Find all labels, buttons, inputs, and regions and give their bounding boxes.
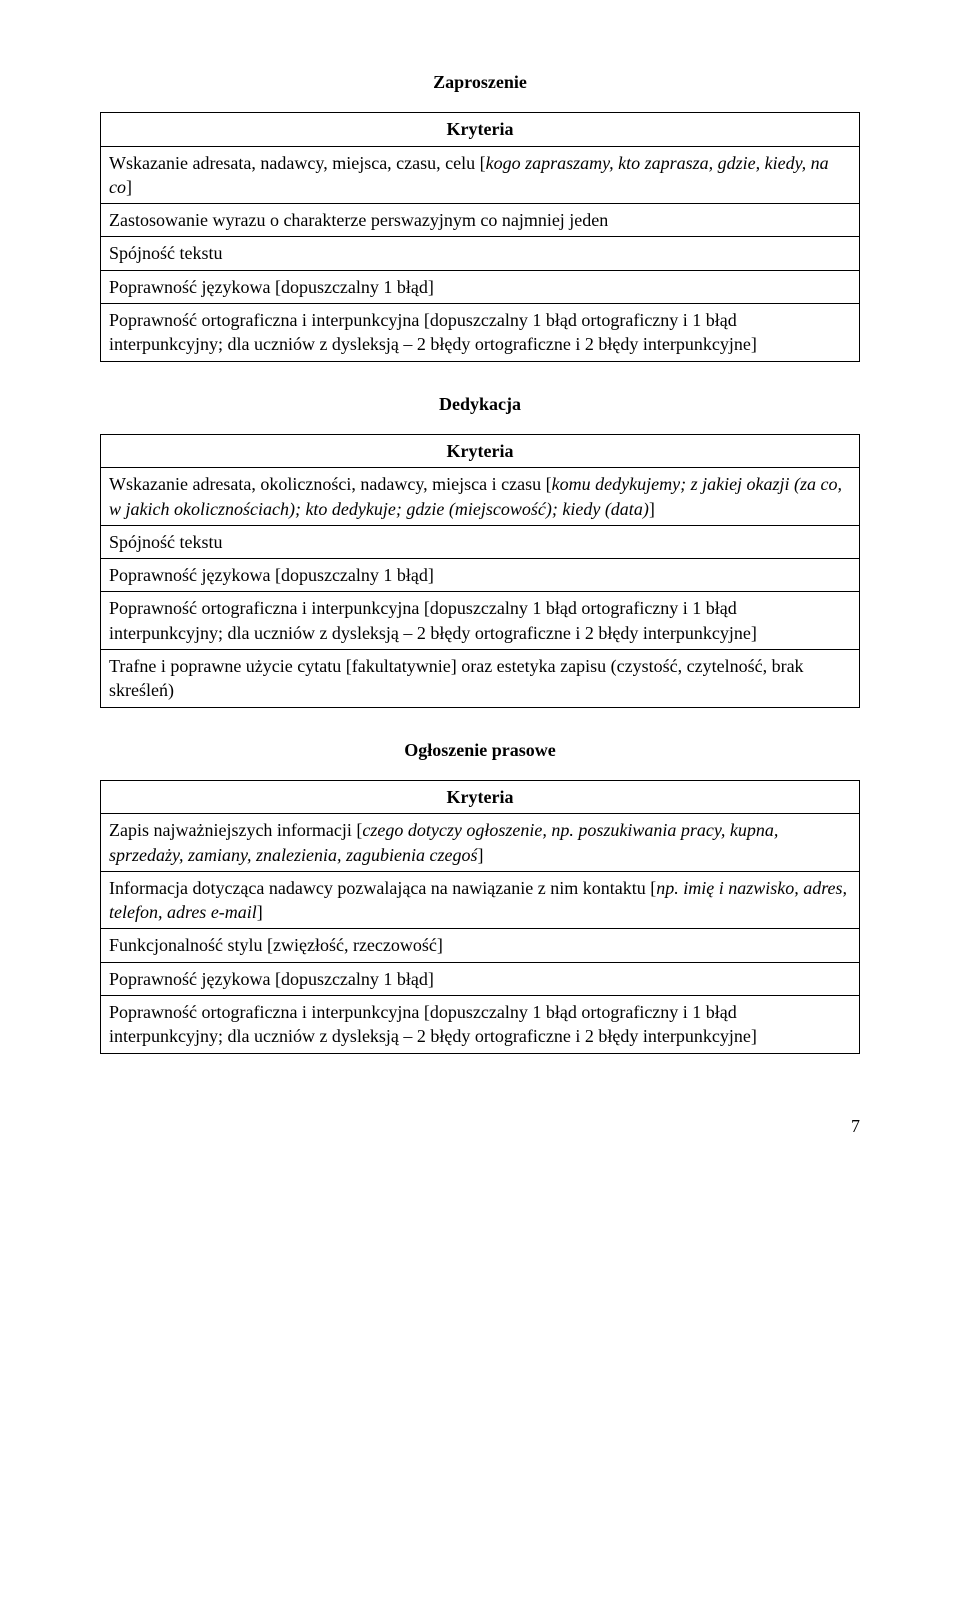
table-row: Poprawność językowa [dopuszczalny 1 błąd… [101,962,860,995]
table-row: Wskazanie adresata, nadawcy, miejsca, cz… [101,146,860,204]
table-row: Poprawność językowa [dopuszczalny 1 błąd… [101,270,860,303]
page-number: 7 [100,1114,860,1138]
table-row: Poprawność językowa [dopuszczalny 1 błąd… [101,559,860,592]
table-header: Kryteria [101,434,860,467]
table-header: Kryteria [101,113,860,146]
table-zaproszenie: Kryteria Wskazanie adresata, nadawcy, mi… [100,112,860,361]
table-row: Spójność tekstu [101,237,860,270]
table-row: Trafne i poprawne użycie cytatu [fakulta… [101,650,860,708]
table-row: Spójność tekstu [101,525,860,558]
table-row: Zastosowanie wyrazu o charakterze perswa… [101,204,860,237]
table-row: Funkcjonalność stylu [zwięzłość, rzeczow… [101,929,860,962]
table-row: Poprawność ortograficzna i interpunkcyjn… [101,592,860,650]
table-header: Kryteria [101,780,860,813]
table-dedykacja: Kryteria Wskazanie adresata, okolicznośc… [100,434,860,708]
table-row: Zapis najważniejszych informacji [czego … [101,814,860,872]
section-title-ogloszenie: Ogłoszenie prasowe [100,738,860,762]
section-title-zaproszenie: Zaproszenie [100,70,860,94]
table-row: Wskazanie adresata, okoliczności, nadawc… [101,468,860,526]
table-row: Informacja dotycząca nadawcy pozwalająca… [101,871,860,929]
section-title-dedykacja: Dedykacja [100,392,860,416]
table-row: Poprawność ortograficzna i interpunkcyjn… [101,996,860,1054]
table-row: Poprawność ortograficzna i interpunkcyjn… [101,304,860,362]
table-ogloszenie: Kryteria Zapis najważniejszych informacj… [100,780,860,1054]
